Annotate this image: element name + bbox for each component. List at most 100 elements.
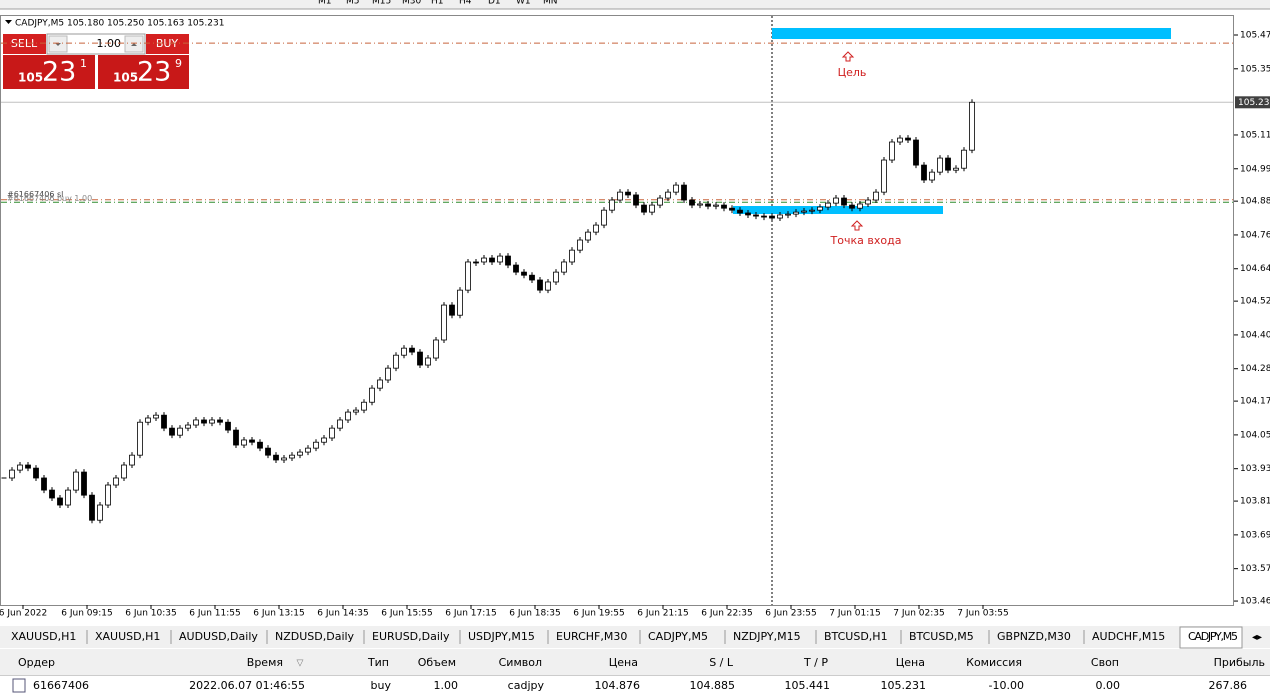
chart-tab[interactable]: XAUUSD,H1	[11, 630, 76, 643]
column-header[interactable]: Символ	[499, 656, 542, 669]
y-tick-label: 103.815	[1240, 497, 1270, 507]
candle	[545, 281, 551, 291]
chart-tab[interactable]: EURCHF,M30	[556, 630, 627, 643]
column-header[interactable]: Своп	[1091, 656, 1119, 669]
chart-tab[interactable]: BTCUSD,H1	[824, 630, 888, 643]
chart-tab[interactable]: XAUUSD,H1	[95, 630, 160, 643]
entry-zone	[733, 206, 943, 214]
candle	[97, 504, 103, 521]
timeframe-button[interactable]: M1	[318, 0, 332, 7]
column-header[interactable]: Тип	[367, 656, 389, 669]
chart-tab[interactable]: AUDCHF,M15	[1092, 630, 1165, 643]
x-tick-label: 6 Jun 22:35	[701, 609, 752, 619]
chart-tab[interactable]: GBPNZD,M30	[997, 630, 1071, 643]
timeframe-button[interactable]: H1	[431, 0, 444, 7]
buy-label[interactable]: BUY	[156, 37, 179, 50]
tab-scroll[interactable]: ◂▸	[1252, 632, 1262, 643]
column-header[interactable]: T / P	[803, 656, 828, 669]
candle	[273, 454, 279, 461]
table-cell: 2022.06.07 01:46:55	[189, 679, 305, 692]
x-tick-label: 6 Jun 10:35	[125, 609, 176, 619]
y-tick-label: 104.995	[1240, 164, 1270, 174]
candle	[737, 209, 743, 214]
candle	[369, 387, 375, 403]
lots-field[interactable]	[46, 33, 146, 55]
sell-button[interactable]	[3, 34, 46, 54]
candle	[185, 424, 191, 429]
entry-arrow	[850, 220, 864, 231]
column-header[interactable]: Прибыль	[1214, 656, 1265, 669]
chart-tab[interactable]: USDJPY,M15	[468, 630, 535, 643]
sell-price-big: 105	[18, 71, 43, 85]
candle	[401, 347, 407, 356]
candle	[953, 167, 959, 171]
chart-tab[interactable]: NZDUSD,Daily	[275, 630, 355, 643]
x-tick-label: 6 Jun 2022	[0, 609, 47, 619]
chart-tab[interactable]: NZDJPY,M15	[733, 630, 801, 643]
x-tick-label: 6 Jun 18:35	[509, 609, 560, 619]
candle	[857, 203, 863, 209]
table-cell: 61667406	[33, 679, 89, 692]
column-header[interactable]: Время	[247, 656, 283, 669]
chart-menu-icon[interactable]	[5, 20, 12, 24]
timeframe-button[interactable]: MN	[543, 0, 558, 7]
column-header[interactable]: Объем	[418, 656, 456, 669]
timeframe-button[interactable]: M30	[402, 0, 421, 7]
candle	[649, 204, 655, 213]
candle	[393, 354, 399, 369]
x-tick-label: 7 Jun 03:55	[957, 609, 1008, 619]
candle	[553, 271, 559, 283]
chart-tab[interactable]: CADJPY,M5	[1188, 630, 1238, 643]
candle	[281, 457, 287, 461]
x-tick-label: 7 Jun 01:15	[829, 609, 880, 619]
chart-tab[interactable]: BTCUSD,M5	[909, 630, 974, 643]
y-tick-label: 104.525	[1240, 297, 1270, 307]
candle	[209, 419, 215, 424]
toolbar	[0, 0, 1270, 9]
candle	[521, 271, 527, 276]
table-cell: 105.231	[881, 679, 927, 692]
table-header-bg	[0, 649, 1270, 675]
timeframe-button[interactable]: W1	[516, 0, 531, 7]
candle	[529, 274, 535, 281]
candle	[617, 191, 623, 201]
y-tick-label: 104.760	[1240, 230, 1270, 240]
candle	[201, 419, 207, 424]
timeframe-button[interactable]: M15	[372, 0, 391, 7]
chart-tab[interactable]: CADJPY,M5	[648, 630, 708, 643]
active-tab[interactable]	[1179, 626, 1243, 649]
column-header[interactable]: Цена	[609, 656, 638, 669]
candle	[729, 207, 735, 211]
y-tick-label: 103.575	[1240, 564, 1270, 574]
timeframe-button[interactable]: D1	[488, 0, 501, 7]
y-tick-label: 103.695	[1240, 530, 1270, 540]
sell-price-panel[interactable]	[3, 55, 95, 89]
candle	[81, 471, 87, 496]
sell-price-pips: 23	[42, 57, 76, 88]
chart-tab[interactable]: EURUSD,Daily	[372, 630, 450, 643]
candle	[353, 409, 359, 413]
candle	[817, 206, 823, 211]
candle	[761, 215, 767, 218]
buy-button[interactable]	[146, 34, 189, 54]
column-header[interactable]: Цена	[896, 656, 925, 669]
entry-annotation: Точка входа	[830, 234, 902, 247]
candle	[137, 421, 143, 456]
candle	[105, 484, 111, 506]
timeframe-button[interactable]: M5	[346, 0, 360, 7]
column-header[interactable]: S / L	[709, 656, 734, 669]
y-tick-label: 105.470	[1240, 30, 1270, 40]
buy-price-panel[interactable]	[98, 55, 189, 89]
timeframe-button[interactable]: H4	[459, 0, 472, 7]
candle	[217, 419, 223, 423]
sell-label[interactable]: SELL	[11, 37, 38, 50]
chart-tab[interactable]: AUDUSD,Daily	[179, 630, 258, 643]
table-cell: 1.00	[434, 679, 459, 692]
column-header[interactable]: Ордер	[18, 656, 55, 669]
table-cell: 105.441	[785, 679, 831, 692]
column-header[interactable]: Комиссия	[966, 656, 1022, 669]
candle	[57, 497, 63, 506]
target-zone	[772, 28, 1171, 39]
candle	[433, 339, 439, 359]
